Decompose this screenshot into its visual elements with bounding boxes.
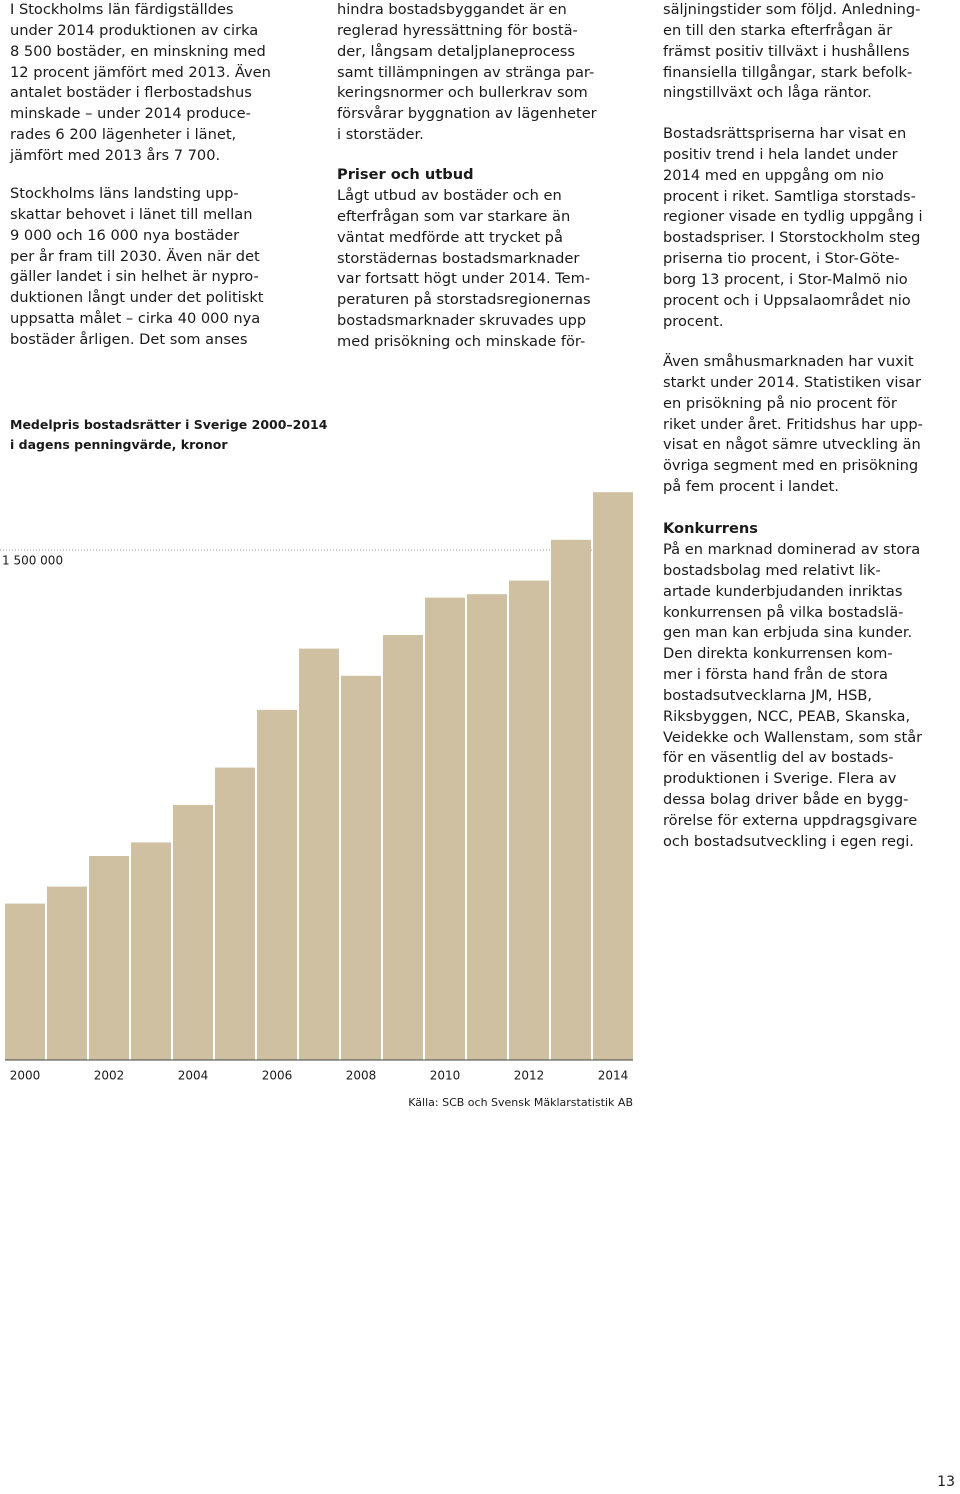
bar xyxy=(131,842,171,1060)
bar xyxy=(509,580,549,1060)
heading: Priser och utbud xyxy=(337,166,474,183)
chart: 1 500 000 2000 2002 2004 2006 2008 2010 2012 201… xyxy=(0,492,633,1109)
x-tick-label: 2000 xyxy=(10,1069,41,1083)
bar xyxy=(257,709,297,1060)
bar xyxy=(215,767,255,1060)
paragraph: Bostadsrättspriserna har visat en positi… xyxy=(663,125,923,330)
x-tick-label: 2008 xyxy=(346,1069,377,1083)
paragraph: hindra bostadsbyggandet är en reglerad h… xyxy=(337,1,597,144)
bar xyxy=(89,856,129,1060)
x-tick-label: 2006 xyxy=(262,1069,293,1083)
heading: Konkurrens xyxy=(663,520,758,537)
paragraph: Stockholms läns landsting upp- skattar b… xyxy=(10,185,264,348)
bar xyxy=(341,675,381,1060)
page-number: 13 xyxy=(937,1474,955,1490)
bar xyxy=(383,635,423,1060)
x-tick-label: 2002 xyxy=(94,1069,125,1083)
x-tick-label: 2012 xyxy=(514,1069,545,1083)
bar xyxy=(47,886,87,1060)
x-tick-label: 2014 xyxy=(598,1069,629,1083)
bar xyxy=(551,539,591,1060)
bar xyxy=(593,492,633,1060)
paragraph: Även småhusmarknaden har vuxit starkt un… xyxy=(663,353,923,496)
x-tick-label: 2004 xyxy=(178,1069,209,1083)
paragraph: säljningstider som följd. Anledning- en … xyxy=(663,1,921,102)
bar xyxy=(173,805,213,1060)
y-tick-label: 1 500 000 xyxy=(2,554,63,568)
paragraph: Lågt utbud av bostäder och en efterfråga… xyxy=(337,187,591,350)
bar xyxy=(299,648,339,1060)
chart-source: Källa: SCB och Svensk Mäklarstatistik AB xyxy=(408,1096,633,1109)
x-tick-label: 2010 xyxy=(430,1069,461,1083)
bar xyxy=(5,903,45,1060)
bar xyxy=(425,597,465,1060)
paragraph: I Stockholms län färdigställdes under 20… xyxy=(10,1,271,164)
paragraph: På en marknad dominerad av stora bostads… xyxy=(663,541,923,850)
bar xyxy=(467,594,507,1060)
chart-title: Medelpris bostadsrätter i Sverige 2000–2… xyxy=(10,417,328,452)
